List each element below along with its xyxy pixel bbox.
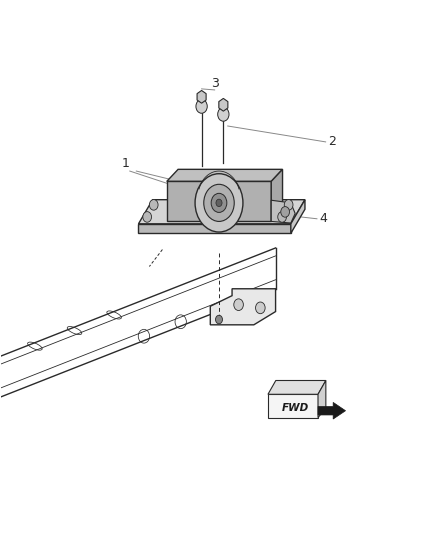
Polygon shape <box>271 200 295 223</box>
Circle shape <box>218 108 229 121</box>
Circle shape <box>216 199 222 207</box>
Polygon shape <box>318 402 346 419</box>
Text: 2: 2 <box>328 135 336 148</box>
Polygon shape <box>167 169 283 181</box>
Circle shape <box>204 184 234 221</box>
Polygon shape <box>268 394 318 418</box>
Text: FWD: FWD <box>282 403 309 413</box>
Circle shape <box>234 299 244 311</box>
Circle shape <box>281 207 290 217</box>
Polygon shape <box>138 224 291 233</box>
Circle shape <box>149 199 158 210</box>
Polygon shape <box>210 289 276 325</box>
Polygon shape <box>271 169 283 221</box>
Polygon shape <box>291 200 305 233</box>
Circle shape <box>255 302 265 314</box>
Text: 4: 4 <box>319 212 327 225</box>
Circle shape <box>284 199 293 210</box>
Circle shape <box>278 212 286 222</box>
Polygon shape <box>197 91 206 103</box>
Circle shape <box>143 212 152 222</box>
Polygon shape <box>219 99 228 111</box>
Text: 3: 3 <box>211 77 219 90</box>
Polygon shape <box>318 381 326 418</box>
Polygon shape <box>268 381 326 394</box>
Circle shape <box>196 100 207 114</box>
Polygon shape <box>167 181 271 221</box>
Polygon shape <box>138 200 305 224</box>
Text: 1: 1 <box>121 157 129 169</box>
Circle shape <box>195 174 243 232</box>
Circle shape <box>215 316 223 324</box>
Circle shape <box>211 193 227 213</box>
